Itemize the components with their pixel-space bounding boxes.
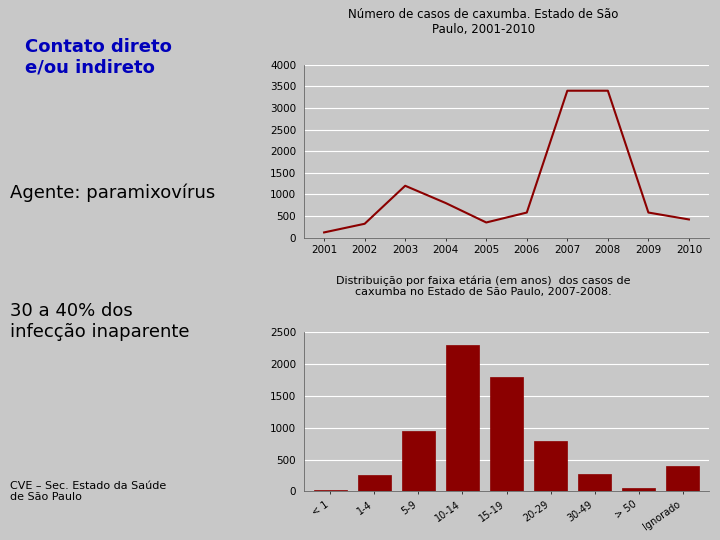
Bar: [314, 490, 347, 491]
Bar: [534, 441, 567, 491]
Bar: [358, 475, 391, 491]
Bar: [402, 431, 435, 491]
Text: Distribuição por faixa etária (em anos)  dos casos de
caxumba no Estado de São P: Distribuição por faixa etária (em anos) …: [336, 275, 631, 298]
Text: Agente: paramixovírus: Agente: paramixovírus: [10, 184, 215, 202]
Bar: [490, 377, 523, 491]
Text: CVE – Sec. Estado da Saúde
de São Paulo: CVE – Sec. Estado da Saúde de São Paulo: [10, 481, 166, 502]
Bar: [666, 466, 699, 491]
Text: Contato direto
e/ou indireto: Contato direto e/ou indireto: [24, 38, 171, 77]
Text: 30 a 40% dos
infecção inaparente: 30 a 40% dos infecção inaparente: [10, 302, 189, 341]
Text: Número de casos de caxumba. Estado de São
Paulo, 2001-2010: Número de casos de caxumba. Estado de Sã…: [348, 8, 618, 36]
Bar: [578, 474, 611, 491]
Bar: [446, 345, 479, 491]
Bar: [622, 488, 655, 491]
